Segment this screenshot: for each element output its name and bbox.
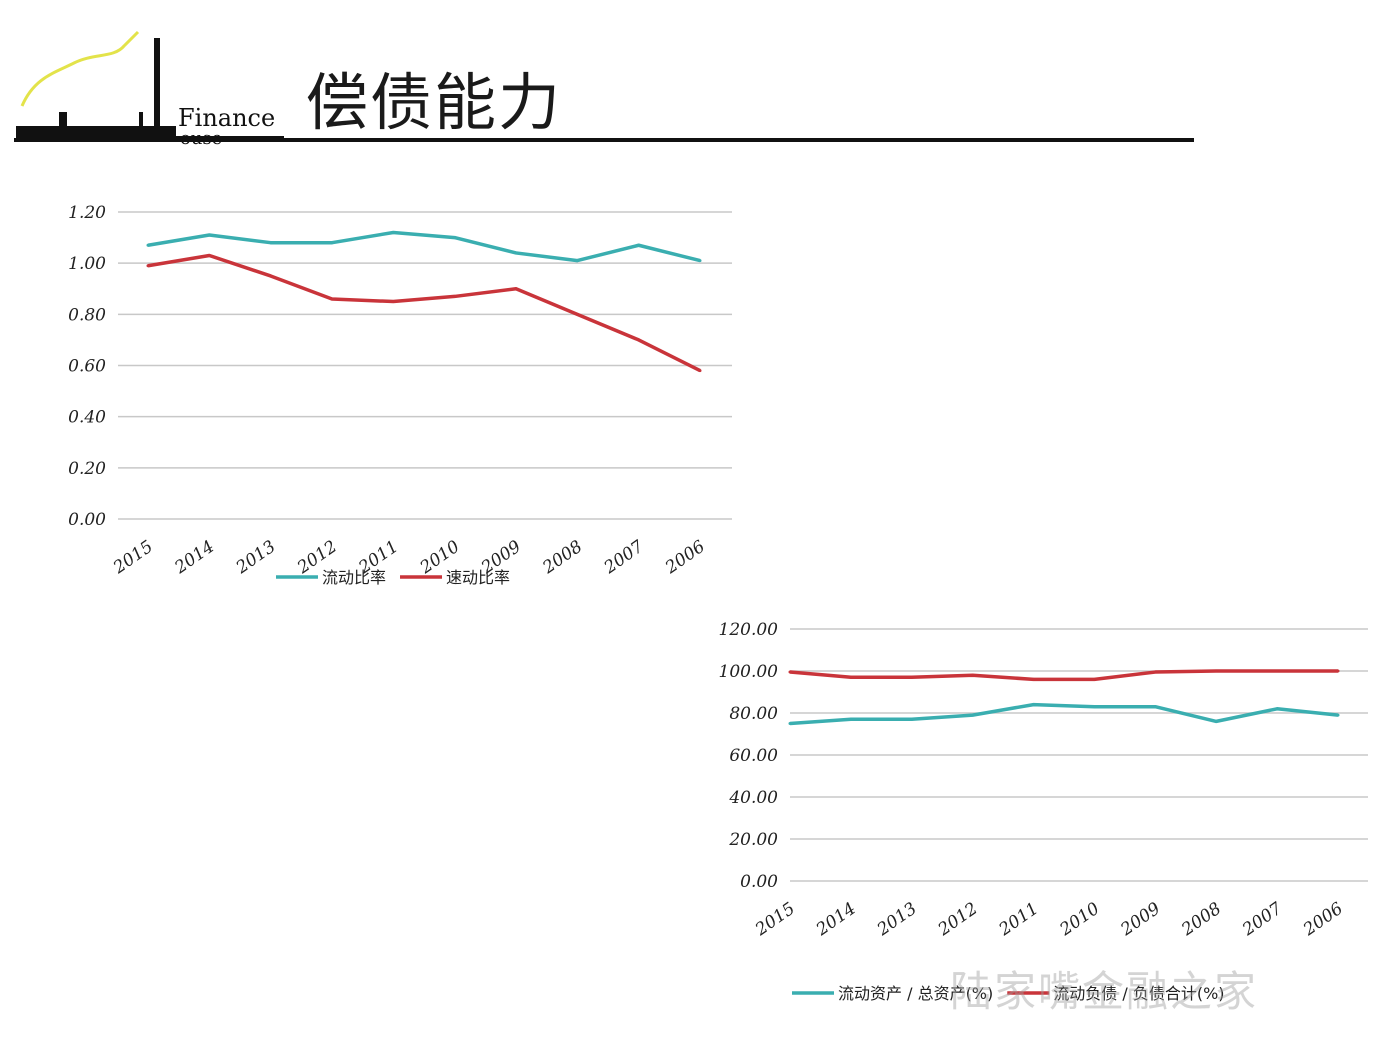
data-point (514, 251, 518, 255)
page-title: 偿债能力 (306, 66, 563, 139)
x-tick-label: 2010 (1056, 899, 1104, 941)
data-point (1032, 677, 1036, 681)
data-point (637, 338, 641, 342)
y-tick-label: 60.00 (729, 746, 778, 766)
data-point (698, 259, 702, 263)
y-tick-label: 100.00 (719, 662, 779, 682)
x-tick-label: 2013 (873, 899, 921, 941)
data-point (575, 312, 579, 316)
data-point (1336, 713, 1340, 717)
legend-label: 流动资产 / 总资产(%) (838, 984, 993, 1003)
data-point (514, 287, 518, 291)
data-point (1092, 705, 1096, 709)
y-tick-label: 120.00 (719, 620, 779, 640)
data-point (146, 243, 150, 247)
data-point (1153, 705, 1157, 709)
y-tick-label: 0.80 (68, 305, 106, 325)
x-tick-label: 2009 (1116, 899, 1164, 941)
data-point (1275, 707, 1279, 711)
x-tick-label: 2011 (995, 899, 1043, 941)
data-point (453, 236, 457, 240)
data-point (971, 713, 975, 717)
data-point (910, 675, 914, 679)
data-point (910, 717, 914, 721)
data-point (849, 675, 853, 679)
legend-label: 流动比率 (322, 568, 386, 587)
legend-label: 流动负债 / 负债合计(%) (1053, 984, 1224, 1003)
y-tick-label: 0.00 (740, 872, 778, 892)
y-tick-label: 0.00 (68, 510, 106, 530)
x-tick-label: 2008 (1177, 899, 1225, 941)
y-tick-label: 1.00 (68, 254, 106, 274)
data-point (391, 230, 395, 234)
series-line-1 (147, 230, 701, 263)
title-divider (14, 138, 1194, 142)
x-tick-label: 2007 (1238, 899, 1286, 941)
data-point (698, 369, 702, 373)
legend-label: 速动比率 (446, 568, 510, 587)
data-point (1214, 719, 1218, 723)
data-point (1153, 670, 1157, 674)
data-point (788, 722, 792, 725)
y-tick-label: 0.60 (68, 357, 106, 377)
y-tick-label: 1.20 (68, 203, 106, 223)
watermark: 陆家嘴金融之家 (950, 967, 1259, 1016)
series-line-2 (147, 253, 701, 373)
data-point (453, 294, 457, 298)
data-point (391, 300, 395, 304)
y-tick-label: 40.00 (728, 788, 778, 808)
data-point (1032, 703, 1036, 707)
x-tick-label: 2006 (1299, 899, 1347, 941)
x-tick-label: 2014 (812, 899, 860, 941)
data-point (207, 253, 211, 257)
data-point (575, 259, 579, 263)
data-point (330, 241, 334, 245)
data-point (788, 670, 792, 674)
data-point (849, 717, 853, 721)
data-point (269, 274, 273, 278)
y-tick-label: 0.20 (68, 459, 106, 479)
data-point (146, 264, 150, 268)
x-tick-label: 2012 (934, 899, 982, 941)
data-point (269, 241, 273, 245)
y-tick-label: 80.00 (729, 704, 778, 724)
y-tick-label: 0.40 (68, 408, 106, 428)
data-point (1214, 669, 1218, 673)
series-line-2 (789, 669, 1338, 682)
data-point (1092, 677, 1096, 681)
data-point (637, 243, 641, 247)
svg-text:Finance: Finance (178, 104, 275, 132)
series-line-1 (789, 702, 1339, 726)
data-point (330, 297, 334, 301)
data-point (207, 233, 211, 237)
data-point (971, 673, 975, 677)
data-point (1275, 669, 1279, 673)
x-tick-label: 2015 (751, 899, 799, 941)
y-tick-label: 20.00 (728, 830, 778, 850)
data-point (1336, 669, 1340, 673)
